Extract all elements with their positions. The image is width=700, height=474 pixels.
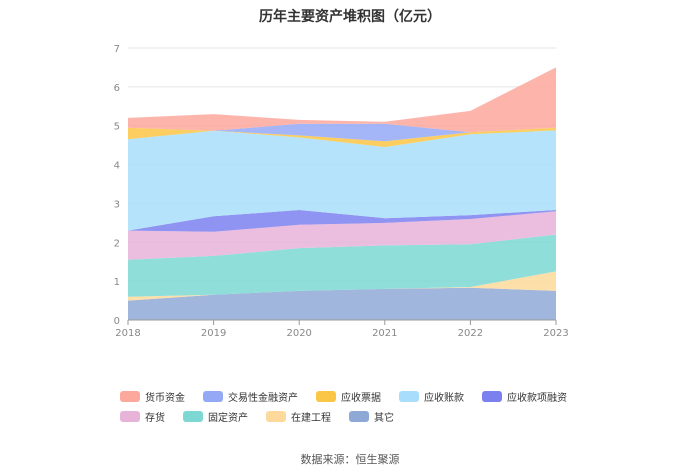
area-series-4: [128, 210, 556, 232]
legend-item[interactable]: 应收票据: [316, 388, 381, 404]
legend-label: 应收票据: [341, 392, 381, 404]
x-tick-label: 2021: [372, 328, 397, 339]
x-tick-label: 2023: [543, 328, 568, 339]
legend-item[interactable]: 存货: [120, 408, 165, 424]
legend-swatch: [399, 390, 419, 402]
chart-title: 历年主要资产堆积图（亿元）: [259, 9, 441, 25]
x-tick-label: 2018: [115, 328, 140, 339]
y-tick-label: 0: [114, 316, 120, 327]
legend-label: 应收款项融资: [507, 392, 567, 404]
y-tick-label: 3: [114, 199, 120, 210]
source-note: 数据来源：恒生聚源: [300, 453, 400, 466]
legend-item[interactable]: 在建工程: [266, 408, 331, 424]
legend-label: 其它: [374, 412, 394, 424]
legend-item[interactable]: 应收账款: [399, 388, 464, 404]
legend-swatch: [266, 410, 286, 422]
legend-label: 固定资产: [208, 412, 248, 424]
area-series-7: [128, 123, 556, 142]
y-tick-label: 6: [114, 83, 120, 94]
y-tick-label: 2: [114, 238, 120, 249]
y-tick-label: 7: [114, 44, 120, 55]
legend-item[interactable]: 货币资金: [120, 388, 185, 404]
legend-label: 应收账款: [424, 392, 464, 404]
legend-item[interactable]: 应收款项融资: [482, 388, 567, 404]
legend-label: 在建工程: [291, 412, 331, 424]
legend-item[interactable]: 固定资产: [183, 408, 248, 424]
legend-label: 货币资金: [145, 392, 185, 404]
legend-label: 交易性金融资产: [228, 392, 298, 404]
area-series-6: [128, 127, 556, 148]
x-tick-label: 2019: [201, 328, 226, 339]
legend-label: 存货: [145, 412, 165, 424]
legend-swatch: [349, 410, 369, 422]
area-series-2: [128, 234, 556, 297]
area-series-8: [128, 67, 556, 133]
area-series-5: [128, 130, 556, 231]
x-tick-label: 2022: [458, 328, 483, 339]
y-tick-label: 4: [114, 161, 120, 172]
legend-item[interactable]: 其它: [349, 408, 394, 424]
x-tick-label: 2020: [286, 328, 311, 339]
legend: 货币资金 交易性金融资产 应收票据 应收账款 应收款项融资存货 固定资产 在建工程 其它: [120, 388, 620, 424]
y-tick-label: 5: [114, 122, 120, 133]
legend-swatch: [203, 390, 223, 402]
legend-swatch: [120, 410, 140, 422]
legend-swatch: [120, 390, 140, 402]
axis-layer: 0 1 2 3 4 5 6 7 2018 2019 2020 2021 2022 2023: [114, 44, 569, 339]
y-tick-label: 1: [114, 277, 120, 288]
legend-swatch: [183, 410, 203, 422]
legend-swatch: [316, 390, 336, 402]
legend-item[interactable]: 交易性金融资产: [203, 388, 298, 404]
area-layer: [128, 67, 556, 320]
area-series-0: [128, 287, 556, 320]
area-series-3: [128, 211, 556, 260]
stacked-area-chart: 0 1 2 3 4 5 6 7 2018 2019 2020 2021 2022 2023: [114, 44, 569, 339]
legend-swatch: [482, 390, 502, 402]
